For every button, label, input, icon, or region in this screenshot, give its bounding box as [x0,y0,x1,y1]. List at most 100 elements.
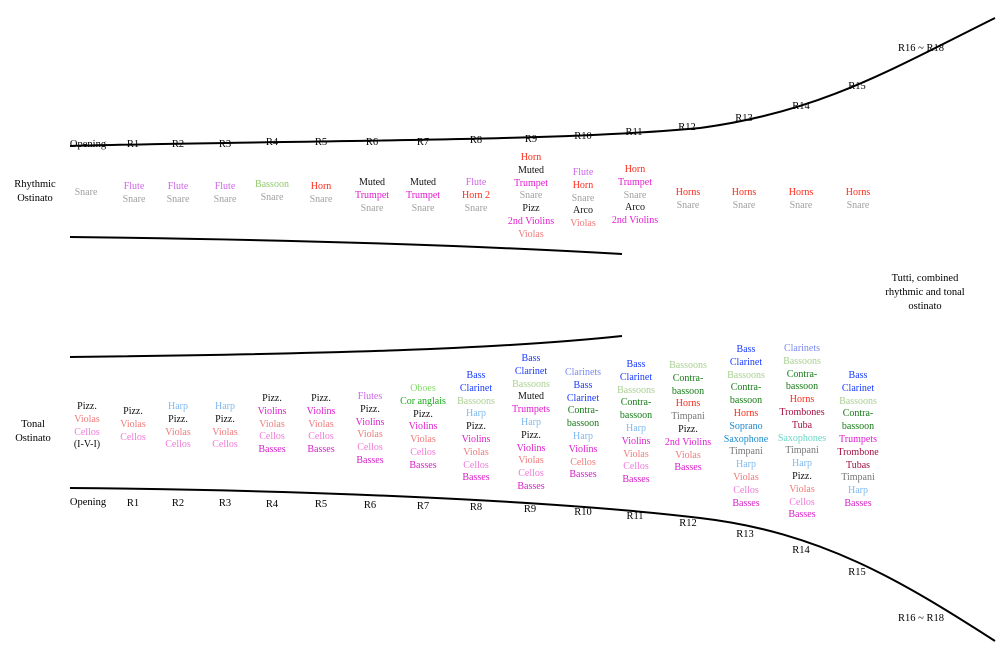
instrument-entry: Violas [357,429,383,441]
tonal-column: Pizz. Violins Violas Cellos Basses [307,393,336,457]
instrument-entry: Snare [122,193,146,205]
instrument-entry: Pizz. [678,423,698,435]
instrument-entry: Saxophone [723,433,769,445]
instrument-entry: Basses [844,497,872,509]
rhythmic-column: Horns Snare [846,187,870,213]
rhythmic-rehearsal-label: R8 [469,135,483,146]
instrument-entry: Snare [464,202,488,214]
instrument-entry: Snare [213,193,237,205]
instrument-entry: Harp [735,459,756,471]
instrument-entry: Cellos [74,426,100,438]
tonal-rehearsal-label: R9 [523,504,537,515]
instrument-entry: Horns [788,187,814,198]
rhythmic-rehearsal-label: R5 [314,137,328,148]
instrument-entry: Cellos [463,459,489,471]
instrument-entry: Violas [259,418,285,430]
instrument-entry: Snare [571,192,595,204]
instrument-entry: Pizz. [792,470,812,482]
instrument-entry: Trumpet [354,189,390,201]
instrument-entry: Snare [732,199,756,211]
tonal-lower-curve [69,487,996,642]
rhythmic-title-line2: Ostinato [17,193,53,204]
rhythmic-rehearsal-label: R4 [265,137,279,148]
instrument-entry: Cellos [789,496,815,508]
tonal-column: Pizz. Violins Violas Cellos Basses [258,393,287,457]
instrument-entry: Timpani [785,445,819,457]
instrument-entry: Trombone [837,446,879,458]
instrument-entry: Violins [408,421,438,433]
instrument-entry: Flute [465,177,487,188]
instrument-entry: bassoon [729,395,763,407]
instrument-entry: Basses [517,480,545,492]
rhythmic-column: Horns Snare [732,187,756,213]
instrument-entry: Bass [573,379,593,391]
instrument-entry: Cellos [357,442,383,454]
instrument-entry: Pizz. [521,429,541,441]
instrument-entry: Snare [74,187,98,198]
instrument-entry: bassoon [619,410,653,422]
tonal-column: Bass Clarinet Bassoons Contra-bassoon Harp Vi… [617,359,655,487]
instrument-entry: Violas [789,483,815,495]
instrument-entry: Timpani [729,446,763,458]
instrument-entry: 2nd Violins [611,215,659,227]
tonal-column: Oboes Cor anglais Pizz. Violins Violas Cellos… [400,383,446,473]
rhythmic-column: Snare [75,187,98,200]
tonal-column: Clarinets Bassoons Contra-bassoon Horns Trom… [778,343,826,522]
instrument-entry: Violins [516,442,546,454]
instrument-entry: Violins [306,405,336,417]
tutti-line3: ostinato [908,301,942,312]
instrument-entry: Horn [310,181,332,192]
rhythmic-ostinato-title: Rhythmic Ostinato [14,178,55,206]
tutti-line2: rhythmic and tonal [885,287,965,298]
instrument-entry: Violas [120,418,146,430]
instrument-entry: Violas [308,418,334,430]
instrument-entry: bassoon [671,385,705,397]
instrument-entry: Contra- [842,408,874,420]
instrument-entry: Horn [624,164,646,175]
instrument-entry: bassoon [785,381,819,393]
instrument-entry: Cellos [570,456,596,468]
tonal-column: Pizz. Violas Cellos [120,406,146,444]
rhythmic-rehearsal-label: R9 [524,134,538,145]
instrument-entry: Clarinet [841,382,875,394]
instrument-entry: Violas [410,434,436,446]
instrument-entry: Snare [309,193,333,205]
rhythmic-rehearsal-label: R10 [574,131,592,142]
instrument-entry: Basses [258,444,286,456]
instrument-entry: Basses [788,509,816,521]
instrument-entry: Snare [519,190,543,202]
tonal-rehearsal-label: R14 [792,545,810,556]
instrument-entry: Bassoons [669,360,707,371]
instrument-entry: Bassoons [617,384,655,396]
instrument-entry: Pizz [522,203,540,215]
instrument-entry: 2nd Violins [664,436,712,448]
instrument-entry: Pizz. [311,393,331,404]
instrument-entry: Harp [465,408,486,420]
instrument-entry: Muted [517,391,545,403]
tonal-rehearsal-label: R6 [363,500,377,511]
tonal-title-line2: Ostinato [15,433,51,444]
rhythmic-rehearsal-label: R16 ~ R18 [898,43,944,54]
instrument-entry: Harp [168,401,188,412]
rhythmic-title-line1: Rhythmic [14,179,56,190]
instrument-entry: Clarinets [564,367,602,378]
rhythmic-rehearsal-label: R1 [126,139,140,150]
instrument-entry: Basses [462,472,490,484]
instrument-entry: Bass [466,370,486,381]
instrument-entry: 2nd Violins [507,215,555,227]
instrument-entry: Snare [360,202,384,214]
instrument-entry: Horns [733,407,759,419]
tonal-title-line1: Tonal [21,419,45,430]
instrument-entry: Pizz. [262,393,282,404]
tonal-column: Bassoons Contra-bassoon Horns Timpani Pizz. 2… [665,360,711,475]
instrument-entry: Snare [789,199,813,211]
instrument-entry: Cor anglais [400,395,446,407]
tonal-rehearsal-label: R4 [265,499,279,510]
instrument-entry: Pizz. [215,413,235,425]
instrument-entry: Contra- [786,368,818,380]
instrument-entry: Trumpet [405,189,441,201]
instrument-entry: Basses [622,474,650,486]
instrument-entry: Harp [520,416,541,428]
instrument-entry: Cellos [120,431,146,443]
tutti-line1: Tutti, combined [891,273,959,284]
